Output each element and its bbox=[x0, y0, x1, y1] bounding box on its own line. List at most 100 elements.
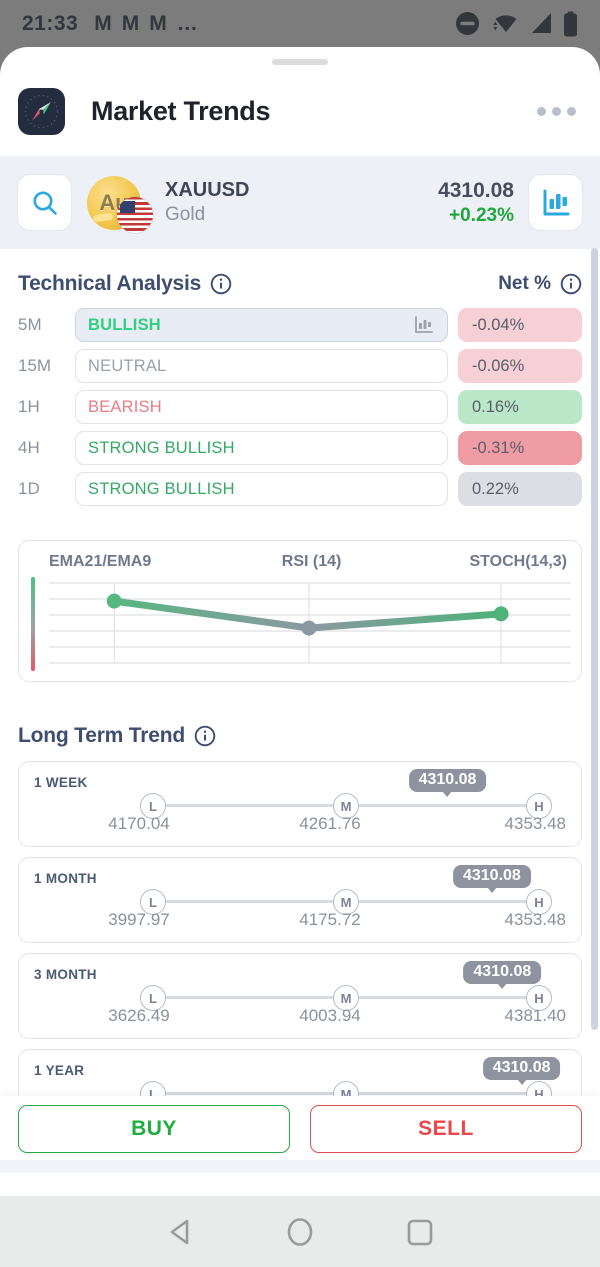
current-price-badge: 4310.08 bbox=[463, 961, 542, 984]
signal-label: STRONG BULLISH bbox=[88, 479, 235, 498]
gmail-notification-icon: M bbox=[94, 11, 112, 35]
recents-button[interactable] bbox=[405, 1216, 435, 1248]
technical-analysis-rows: 5M BULLISH -0.04% 15M NEUTRAL -0.06% 1H BEARISH… bbox=[18, 308, 582, 506]
instrument-avatar: Au bbox=[87, 175, 153, 233]
signal-pill[interactable]: STRONG BULLISH bbox=[75, 431, 448, 465]
home-button[interactable] bbox=[284, 1215, 316, 1249]
info-icon[interactable] bbox=[194, 725, 216, 747]
indicator-label-rsi: RSI (14) bbox=[281, 553, 342, 570]
period-label: 3 MONTH bbox=[34, 967, 97, 982]
notification-icons: M M M… bbox=[94, 12, 198, 36]
sheet-drag-handle[interactable] bbox=[272, 59, 328, 65]
signal-label: BULLISH bbox=[88, 315, 161, 334]
low-value: 3626.49 bbox=[108, 1006, 170, 1025]
scrollbar-thumb[interactable] bbox=[591, 248, 598, 1030]
indicator-label-ema: EMA21/EMA9 bbox=[49, 553, 152, 570]
mid-value: 4003.94 bbox=[299, 1006, 361, 1025]
sentiment-gradient-bar bbox=[31, 577, 35, 671]
period-label: 1 WEEK bbox=[34, 775, 88, 790]
high-value: 4353.48 bbox=[504, 910, 566, 929]
indicator-line-chart bbox=[49, 582, 571, 664]
search-button[interactable] bbox=[17, 174, 72, 231]
timeframe-label: 1D bbox=[18, 479, 40, 498]
long-term-trend-cards: 1 WEEK L M H 4310.08 4170.04 4261.76 4353.48 1 M… bbox=[18, 761, 582, 1135]
ta-row-15m: 15M NEUTRAL -0.06% bbox=[18, 349, 582, 383]
buy-button[interactable]: BUY bbox=[18, 1105, 290, 1153]
timeframe-label: 5M bbox=[18, 315, 42, 334]
bar-chart-icon bbox=[543, 189, 569, 215]
open-chart-button[interactable] bbox=[528, 174, 583, 231]
do-not-disturb-icon bbox=[456, 12, 479, 35]
current-price-badge: 4310.08 bbox=[482, 1057, 561, 1080]
signal-pill[interactable]: BEARISH bbox=[75, 390, 448, 424]
wifi-icon bbox=[493, 15, 517, 32]
signal-pill[interactable]: BULLISH bbox=[75, 308, 448, 342]
trend-card-3-month[interactable]: 3 MONTH L M H 4310.08 3626.49 4003.94 4381.40 bbox=[18, 953, 582, 1039]
period-label: 1 MONTH bbox=[34, 871, 97, 886]
ta-row-4h: 4H STRONG BULLISH -0.31% bbox=[18, 431, 582, 465]
long-term-trend-title: Long Term Trend bbox=[18, 724, 185, 747]
signal-icon bbox=[532, 13, 551, 33]
net-percent-badge: -0.04% bbox=[458, 308, 582, 342]
ta-row-1d: 1D STRONG BULLISH 0.22% bbox=[18, 472, 582, 506]
trend-card-1-month[interactable]: 1 MONTH L M H 4310.08 3997.97 4175.72 4353.48 bbox=[18, 857, 582, 943]
high-value: 4353.48 bbox=[504, 814, 566, 833]
signal-label: NEUTRAL bbox=[88, 356, 167, 375]
indicator-chart-card[interactable]: EMA21/EMA9 RSI (14) STOCH(14,3) bbox=[18, 540, 582, 682]
page-title: Market Trends bbox=[91, 95, 271, 126]
us-flag-icon bbox=[117, 196, 153, 233]
gmail-notification-icon: M bbox=[121, 11, 140, 35]
back-button[interactable] bbox=[165, 1216, 195, 1248]
clock: 21:33 bbox=[22, 11, 79, 35]
mini-bar-chart-icon bbox=[415, 316, 433, 333]
mid-marker: M bbox=[333, 889, 359, 915]
low-value: 4170.04 bbox=[108, 814, 170, 833]
info-icon[interactable] bbox=[560, 273, 582, 295]
current-price-badge: 4310.08 bbox=[408, 769, 487, 792]
high-value: 4381.40 bbox=[504, 1006, 566, 1025]
timeframe-label: 4H bbox=[18, 438, 40, 457]
search-icon bbox=[33, 191, 57, 215]
android-nav-bar bbox=[0, 1196, 600, 1267]
timeframe-label: 1H bbox=[18, 397, 40, 416]
low-marker: L bbox=[140, 985, 166, 1011]
app-header: Market Trends bbox=[0, 65, 600, 143]
indicator-label-stoch: STOCH(14,3) bbox=[469, 553, 567, 570]
period-label: 1 YEAR bbox=[34, 1063, 85, 1078]
high-marker: H bbox=[526, 889, 552, 915]
bottom-sheet: Market Trends Au XAUUSD Gold 4310.08 +0.… bbox=[0, 47, 600, 1196]
ta-row-1h: 1H BEARISH 0.16% bbox=[18, 390, 582, 424]
signal-pill[interactable]: NEUTRAL bbox=[75, 349, 448, 383]
overflow-menu-button[interactable] bbox=[537, 106, 576, 116]
ticker-change: +0.23% bbox=[449, 204, 514, 226]
trend-card-1-week[interactable]: 1 WEEK L M H 4310.08 4170.04 4261.76 4353.48 bbox=[18, 761, 582, 847]
signal-label: BEARISH bbox=[88, 397, 162, 416]
high-marker: H bbox=[526, 985, 552, 1011]
mid-value: 4261.76 bbox=[299, 814, 361, 833]
ta-row-5m: 5M BULLISH -0.04% bbox=[18, 308, 582, 342]
net-percent-badge: -0.31% bbox=[458, 431, 582, 465]
ticker-price: 4310.08 bbox=[438, 178, 514, 202]
battery-icon bbox=[564, 11, 577, 36]
net-percent-badge: -0.06% bbox=[458, 349, 582, 383]
app-logo bbox=[18, 87, 65, 135]
ticker-row: Au XAUUSD Gold 4310.08 +0.23% bbox=[0, 156, 600, 249]
sell-button[interactable]: SELL bbox=[310, 1105, 582, 1153]
mid-value: 4175.72 bbox=[299, 910, 361, 929]
timeframe-label: 15M bbox=[18, 356, 52, 375]
status-bar: 21:33 M M M… bbox=[0, 0, 600, 47]
mid-marker: M bbox=[333, 985, 359, 1011]
action-footer: BUY SELL bbox=[0, 1096, 600, 1196]
current-price-badge: 4310.08 bbox=[452, 865, 531, 888]
net-percent-title: Net % bbox=[498, 273, 551, 294]
low-marker: L bbox=[140, 889, 166, 915]
ticker-name: Gold bbox=[165, 204, 206, 225]
low-marker: L bbox=[140, 793, 166, 819]
info-icon[interactable] bbox=[210, 273, 232, 295]
signal-pill[interactable]: STRONG BULLISH bbox=[75, 472, 448, 506]
compass-logo-icon bbox=[24, 94, 59, 128]
signal-label: STRONG BULLISH bbox=[88, 438, 235, 457]
high-marker: H bbox=[526, 793, 552, 819]
technical-analysis-title: Technical Analysis bbox=[18, 272, 202, 295]
